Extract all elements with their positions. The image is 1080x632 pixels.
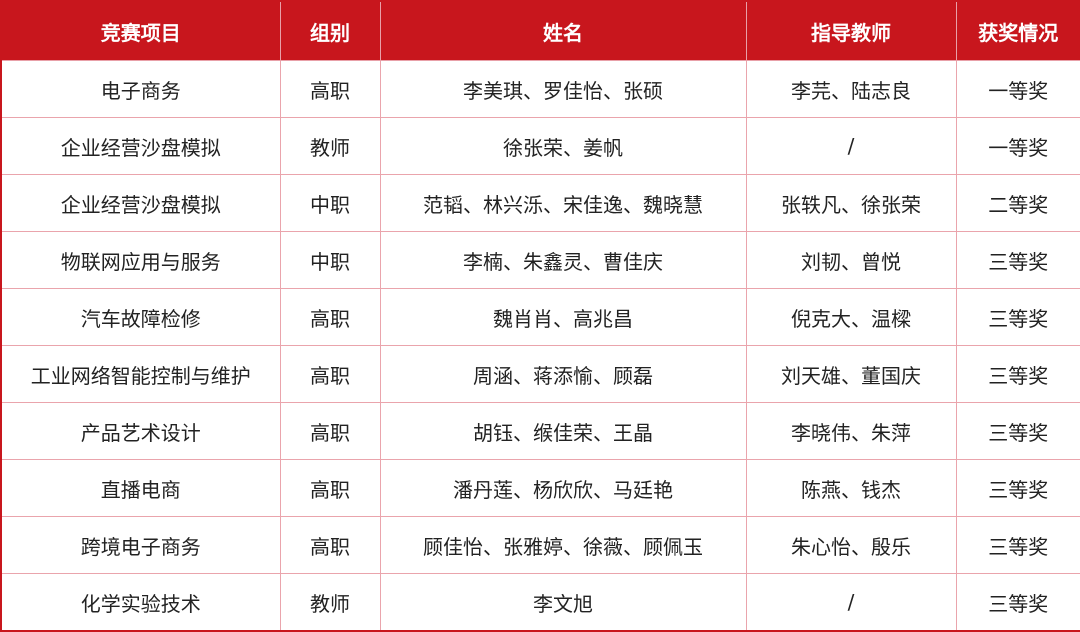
header-award: 获奖情况 — [955, 1, 1080, 61]
table-row: 企业经营沙盘模拟 教师 徐张荣、姜帆 / 一等奖 — [0, 117, 1080, 175]
cell-award: 一等奖 — [955, 117, 1080, 175]
cell-advisor: 李芫、陆志良 — [745, 60, 957, 118]
table-row: 直播电商 高职 潘丹莲、杨欣欣、马廷艳 陈燕、钱杰 三等奖 — [0, 459, 1080, 517]
cell-award: 三等奖 — [955, 573, 1080, 632]
cell-name: 徐张荣、姜帆 — [379, 117, 747, 175]
cell-award: 三等奖 — [955, 516, 1080, 574]
cell-name: 李文旭 — [379, 573, 747, 632]
cell-competition: 产品艺术设计 — [0, 402, 281, 460]
cell-award: 三等奖 — [955, 345, 1080, 403]
header-name: 姓名 — [379, 1, 747, 61]
cell-advisor: 刘韧、曾悦 — [745, 231, 957, 289]
header-group: 组别 — [279, 1, 381, 61]
table-row: 物联网应用与服务 中职 李楠、朱鑫灵、曹佳庆 刘韧、曾悦 三等奖 — [0, 231, 1080, 289]
cell-award: 三等奖 — [955, 402, 1080, 460]
table-row: 工业网络智能控制与维护 高职 周涵、蒋添愉、顾磊 刘天雄、董国庆 三等奖 — [0, 345, 1080, 403]
cell-award: 二等奖 — [955, 174, 1080, 232]
cell-competition: 汽车故障检修 — [0, 288, 281, 346]
header-competition: 竞赛项目 — [0, 1, 281, 61]
cell-name: 范韬、林兴泺、宋佳逸、魏晓慧 — [379, 174, 747, 232]
cell-award: 一等奖 — [955, 60, 1080, 118]
cell-competition: 化学实验技术 — [0, 573, 281, 632]
table-row: 产品艺术设计 高职 胡钰、缑佳荣、王晶 李晓伟、朱萍 三等奖 — [0, 402, 1080, 460]
cell-group: 中职 — [279, 174, 381, 232]
cell-competition: 直播电商 — [0, 459, 281, 517]
cell-name: 魏肖肖、高兆昌 — [379, 288, 747, 346]
cell-award: 三等奖 — [955, 231, 1080, 289]
cell-advisor: 朱心怡、殷乐 — [745, 516, 957, 574]
cell-group: 高职 — [279, 516, 381, 574]
cell-competition: 企业经营沙盘模拟 — [0, 117, 281, 175]
cell-award: 三等奖 — [955, 288, 1080, 346]
cell-advisor: / — [745, 117, 957, 175]
cell-name: 顾佳怡、张雅婷、徐薇、顾佩玉 — [379, 516, 747, 574]
cell-group: 高职 — [279, 60, 381, 118]
cell-group: 教师 — [279, 117, 381, 175]
cell-advisor: 李晓伟、朱萍 — [745, 402, 957, 460]
cell-group: 高职 — [279, 402, 381, 460]
cell-competition: 工业网络智能控制与维护 — [0, 345, 281, 403]
cell-competition: 跨境电子商务 — [0, 516, 281, 574]
cell-competition: 物联网应用与服务 — [0, 231, 281, 289]
cell-name: 李美琪、罗佳怡、张硕 — [379, 60, 747, 118]
cell-group: 高职 — [279, 459, 381, 517]
cell-advisor: 张轶凡、徐张荣 — [745, 174, 957, 232]
cell-name: 周涵、蒋添愉、顾磊 — [379, 345, 747, 403]
header-row: 竞赛项目 组别 姓名 指导教师 获奖情况 — [0, 1, 1080, 61]
table-row: 化学实验技术 教师 李文旭 / 三等奖 — [0, 573, 1080, 632]
cell-group: 高职 — [279, 345, 381, 403]
table-row: 汽车故障检修 高职 魏肖肖、高兆昌 倪克大、温樑 三等奖 — [0, 288, 1080, 346]
cell-advisor: 刘天雄、董国庆 — [745, 345, 957, 403]
header-advisor: 指导教师 — [745, 1, 957, 61]
cell-group: 中职 — [279, 231, 381, 289]
cell-name: 胡钰、缑佳荣、王晶 — [379, 402, 747, 460]
table-row: 企业经营沙盘模拟 中职 范韬、林兴泺、宋佳逸、魏晓慧 张轶凡、徐张荣 二等奖 — [0, 174, 1080, 232]
cell-name: 李楠、朱鑫灵、曹佳庆 — [379, 231, 747, 289]
cell-advisor: 陈燕、钱杰 — [745, 459, 957, 517]
cell-competition: 电子商务 — [0, 60, 281, 118]
table-row: 电子商务 高职 李美琪、罗佳怡、张硕 李芫、陆志良 一等奖 — [0, 60, 1080, 118]
cell-group: 教师 — [279, 573, 381, 632]
cell-name: 潘丹莲、杨欣欣、马廷艳 — [379, 459, 747, 517]
cell-award: 三等奖 — [955, 459, 1080, 517]
cell-advisor: / — [745, 573, 957, 632]
cell-competition: 企业经营沙盘模拟 — [0, 174, 281, 232]
cell-group: 高职 — [279, 288, 381, 346]
table-row: 跨境电子商务 高职 顾佳怡、张雅婷、徐薇、顾佩玉 朱心怡、殷乐 三等奖 — [0, 516, 1080, 574]
cell-advisor: 倪克大、温樑 — [745, 288, 957, 346]
